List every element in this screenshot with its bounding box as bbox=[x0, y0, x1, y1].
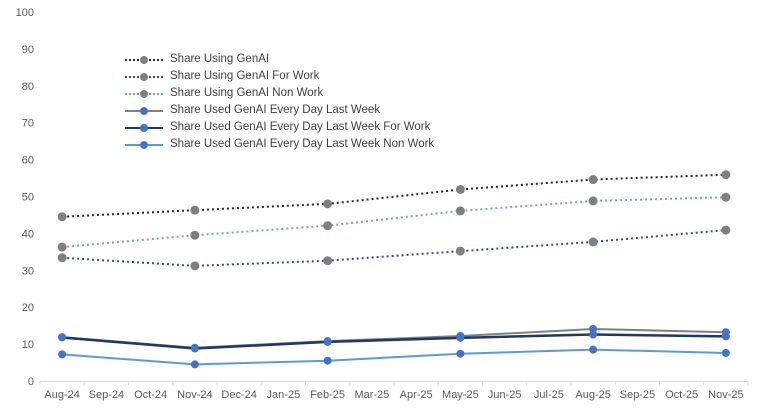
x-axis-tick-label: Aug-24 bbox=[44, 389, 79, 401]
series-line bbox=[62, 348, 726, 366]
y-axis-tick-label: 90 bbox=[22, 44, 34, 56]
data-point-marker bbox=[588, 175, 598, 185]
legend-label: Share Using GenAI For Work bbox=[170, 70, 320, 82]
y-axis-tick-label: 40 bbox=[22, 228, 34, 240]
data-point-marker bbox=[721, 332, 730, 341]
legend-line-marker-icon bbox=[125, 72, 163, 82]
data-point-marker bbox=[588, 196, 598, 206]
x-axis-tick-label: Oct-25 bbox=[665, 389, 698, 401]
data-point-marker bbox=[57, 212, 67, 222]
x-axis-tick-label: Aug-25 bbox=[575, 389, 610, 401]
data-point-marker bbox=[721, 192, 731, 202]
series-line bbox=[62, 229, 726, 267]
legend-item-share-using-genai: Share Using GenAI bbox=[125, 51, 434, 68]
data-point-marker bbox=[57, 253, 67, 263]
x-axis-tick-label: Apr-25 bbox=[400, 389, 433, 401]
y-axis-tick-label: 80 bbox=[22, 81, 34, 93]
data-point-marker bbox=[323, 256, 333, 266]
data-point-marker bbox=[57, 242, 67, 252]
legend-item-used-every-day-for-work: Share Used GenAI Every Day Last Week For… bbox=[125, 119, 434, 136]
data-point-marker bbox=[589, 324, 598, 333]
legend-label: Share Used GenAI Every Day Last Week bbox=[170, 104, 381, 116]
data-point-marker bbox=[58, 333, 67, 342]
data-point-marker bbox=[190, 344, 199, 353]
data-point-marker bbox=[588, 237, 598, 247]
x-axis-tick-label: Nov-25 bbox=[708, 389, 743, 401]
x-axis-tick-label: Nov-24 bbox=[177, 389, 212, 401]
x-axis-tick-label: Sep-24 bbox=[89, 389, 124, 401]
legend-line-marker-icon bbox=[125, 89, 163, 99]
legend-item-share-using-genai-for-work: Share Using GenAI For Work bbox=[125, 68, 434, 85]
legend-line-marker-icon bbox=[125, 55, 163, 65]
y-axis-tick-label: 20 bbox=[22, 302, 34, 314]
y-axis-tick-label: 50 bbox=[22, 192, 34, 204]
data-point-marker bbox=[190, 360, 199, 369]
x-axis-tick-label: Jul-25 bbox=[534, 389, 564, 401]
y-axis-tick-label: 0 bbox=[28, 376, 34, 388]
legend-item-share-using-genai-non-work: Share Using GenAI Non Work bbox=[125, 85, 434, 102]
x-axis-tick-label: Jan-25 bbox=[267, 389, 301, 401]
legend-label: Share Using GenAI bbox=[170, 53, 270, 65]
chart-legend: Share Using GenAI Share Using GenAI For … bbox=[125, 51, 434, 153]
data-point-marker bbox=[456, 349, 465, 358]
series-line bbox=[62, 173, 726, 218]
y-axis-tick-label: 100 bbox=[16, 7, 34, 19]
legend-item-used-every-day: Share Used GenAI Every Day Last Week bbox=[125, 102, 434, 119]
legend-label: Share Using GenAI Non Work bbox=[170, 87, 324, 99]
data-point-marker bbox=[323, 221, 333, 231]
data-point-marker bbox=[455, 184, 465, 194]
data-point-marker bbox=[721, 348, 730, 357]
legend-line-marker-icon bbox=[125, 106, 163, 116]
x-axis-tick-label: Jun-25 bbox=[488, 389, 522, 401]
legend-item-used-every-day-non-work: Share Used GenAI Every Day Last Week Non… bbox=[125, 136, 434, 153]
data-point-marker bbox=[323, 337, 332, 346]
data-point-marker bbox=[589, 345, 598, 354]
series-line bbox=[62, 196, 726, 249]
x-axis-tick-label: Dec-24 bbox=[221, 389, 256, 401]
series-line bbox=[62, 333, 726, 350]
x-axis-tick-label: Sep-25 bbox=[620, 389, 655, 401]
data-point-marker bbox=[721, 225, 731, 235]
x-axis-tick-label: May-25 bbox=[442, 389, 479, 401]
y-axis-tick-label: 30 bbox=[22, 265, 34, 277]
legend-label: Share Used GenAI Every Day Last Week Non… bbox=[170, 138, 435, 150]
x-axis-tick-label: Oct-24 bbox=[134, 389, 167, 401]
data-point-marker bbox=[190, 205, 200, 215]
data-point-marker bbox=[456, 333, 465, 342]
data-point-marker bbox=[323, 199, 333, 209]
data-point-marker bbox=[58, 350, 67, 359]
data-point-marker bbox=[190, 261, 200, 271]
x-axis-tick-label: Mar-25 bbox=[354, 389, 389, 401]
data-point-marker bbox=[455, 246, 465, 256]
legend-line-marker-icon bbox=[125, 140, 163, 150]
x-axis-tick-label: Feb-25 bbox=[310, 389, 345, 401]
data-point-marker bbox=[455, 206, 465, 216]
y-axis-tick-label: 10 bbox=[22, 339, 34, 351]
data-point-marker bbox=[323, 356, 332, 365]
y-axis-tick-label: 60 bbox=[22, 155, 34, 167]
legend-line-marker-icon bbox=[125, 123, 163, 133]
data-point-marker bbox=[190, 230, 200, 240]
data-point-marker bbox=[721, 170, 731, 180]
y-axis-tick-label: 70 bbox=[22, 118, 34, 130]
legend-label: Share Used GenAI Every Day Last Week For… bbox=[170, 121, 431, 133]
data-point-marker bbox=[589, 330, 598, 339]
